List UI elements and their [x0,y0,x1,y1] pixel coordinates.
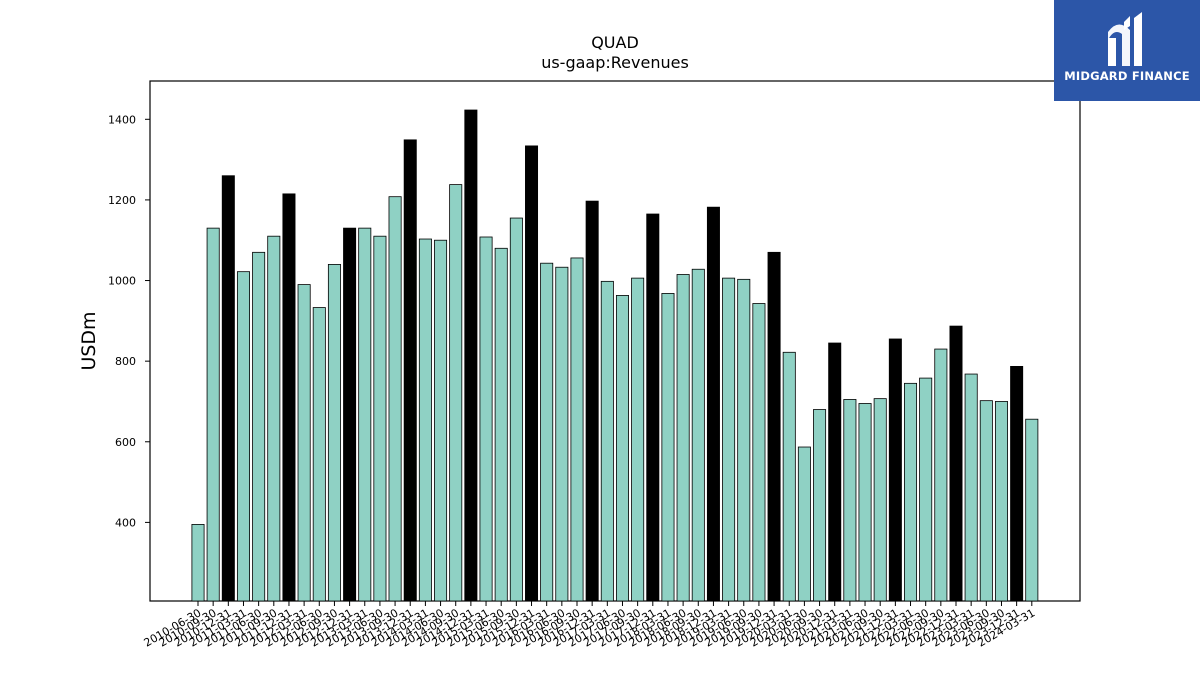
bar-2012-12-31 [343,227,357,602]
bar-2020-09-30 [813,409,827,602]
plot-frame [149,80,1081,602]
midgard-logo-icon [1108,12,1142,66]
y-tick-label: 800 [115,355,136,368]
bar-2022-03-31 [904,382,918,602]
bar-2017-12-31 [646,213,660,602]
bar-2020-06-30 [797,446,811,602]
chart-title: QUAD [591,33,639,52]
bar-2015-03-31 [479,236,493,602]
bar-2019-06-30 [737,278,751,602]
bar-2017-03-31 [600,280,614,602]
y-tick-label: 1200 [108,194,136,207]
bar-2023-03-31 [964,373,978,602]
bar-2015-12-31 [525,145,539,602]
y-axis-label: USDm [78,311,100,370]
bar-2019-09-30 [752,303,766,602]
bar-2022-06-30 [919,377,933,602]
bar-2018-12-31 [706,206,720,602]
bar-2012-09-30 [327,264,341,602]
bar-2016-09-30 [570,257,584,602]
y-tick-label: 400 [115,516,136,529]
bar-2017-06-30 [615,295,629,602]
bar-2018-06-30 [676,274,690,602]
bar-2021-09-30 [873,398,887,602]
bar-2011-06-30 [252,251,266,602]
bar-2012-06-30 [312,307,326,602]
bar-2019-12-31 [767,251,781,602]
brand-logo: MIDGARD FINANCE [1054,0,1200,101]
bar-2020-12-31 [828,342,842,602]
bar-2013-09-30 [388,196,402,602]
bar-2011-03-31 [236,271,250,602]
bars-group [191,109,1039,602]
x-axis: 2010-06-302010-09-302010-12-312011-03-31… [142,601,1037,650]
chart-subtitle: us-gaap:Revenues [541,53,689,72]
y-tick-label: 1000 [108,275,136,288]
bar-2018-09-30 [691,268,705,602]
bar-2013-06-30 [373,235,387,602]
bar-2015-09-30 [509,217,523,602]
bar-2021-12-31 [888,338,902,602]
bar-2011-12-31 [282,193,296,602]
bar-2022-12-31 [949,325,963,602]
bar-2020-03-31 [782,351,796,602]
bar-2013-12-31 [403,139,417,602]
bar-2011-09-30 [267,235,281,602]
bar-2010-09-30 [206,227,220,602]
bar-2019-03-31 [722,277,736,602]
bar-2021-06-30 [858,403,872,602]
bar-2016-03-31 [540,262,554,602]
bar-2014-12-31 [464,109,478,602]
bar-2023-09-30 [994,401,1008,602]
bar-2012-03-31 [297,284,311,602]
bar-2014-03-31 [418,238,432,602]
bar-2018-03-31 [661,293,675,602]
bar-2015-06-30 [494,247,508,602]
bar-2010-12-31 [221,175,235,602]
bar-2021-03-31 [843,399,857,602]
bar-2024-03-31 [1025,418,1039,602]
y-axis: 400 600 800 1000 1200 1400 [108,113,150,529]
bar-2013-03-31 [358,227,372,602]
bar-2017-09-30 [631,277,645,602]
y-tick-label: 600 [115,436,136,449]
bar-2014-09-30 [449,184,463,602]
brand-name: MIDGARD FINANCE [1064,69,1190,83]
bar-2022-09-30 [934,348,948,602]
bar-2023-06-30 [979,400,993,602]
bar-2014-06-30 [434,239,448,602]
bar-2010-06-30 [191,524,205,602]
bar-2023-12-31 [1010,365,1024,602]
bar-2016-12-31 [585,200,599,602]
y-tick-label: 1400 [108,113,136,126]
bar-2016-06-30 [555,266,569,602]
